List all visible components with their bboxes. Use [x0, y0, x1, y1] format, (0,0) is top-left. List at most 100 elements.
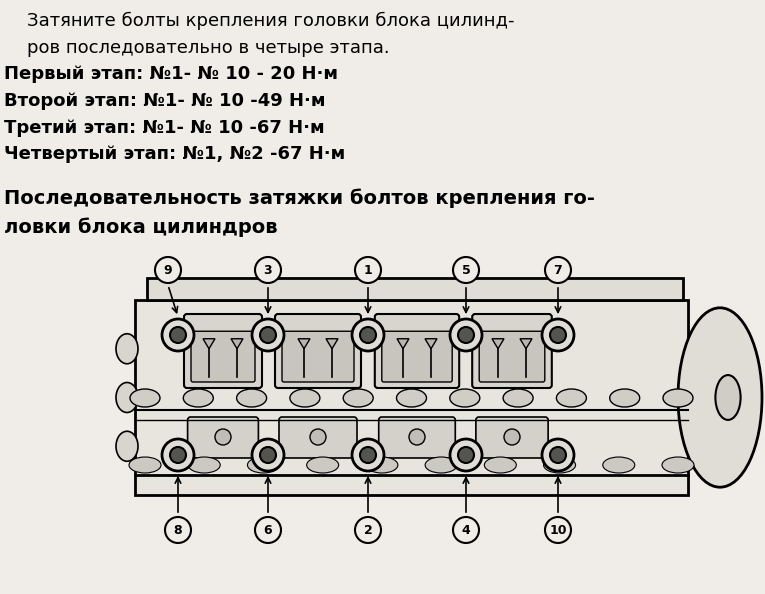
Circle shape	[355, 257, 381, 283]
FancyBboxPatch shape	[375, 314, 459, 388]
FancyBboxPatch shape	[187, 417, 259, 458]
Ellipse shape	[116, 431, 138, 462]
FancyBboxPatch shape	[275, 314, 361, 388]
Polygon shape	[397, 339, 409, 349]
Text: Четвертый этап: №1, №2 -67 Н·м: Четвертый этап: №1, №2 -67 Н·м	[4, 146, 345, 163]
Text: 7: 7	[554, 264, 562, 276]
FancyBboxPatch shape	[379, 417, 455, 458]
FancyBboxPatch shape	[476, 417, 548, 458]
Text: 10: 10	[549, 523, 567, 536]
FancyBboxPatch shape	[472, 314, 552, 388]
FancyBboxPatch shape	[479, 331, 545, 382]
Text: 2: 2	[363, 523, 373, 536]
Ellipse shape	[236, 389, 266, 407]
Circle shape	[458, 327, 474, 343]
Text: Первый этап: №1- № 10 - 20 Н·м: Первый этап: №1- № 10 - 20 Н·м	[4, 65, 338, 83]
Ellipse shape	[366, 457, 398, 473]
Circle shape	[162, 439, 194, 471]
Polygon shape	[492, 339, 504, 349]
Circle shape	[545, 517, 571, 543]
Ellipse shape	[715, 375, 741, 420]
Circle shape	[360, 327, 376, 343]
Polygon shape	[520, 339, 532, 349]
Text: 5: 5	[461, 264, 470, 276]
FancyBboxPatch shape	[282, 331, 354, 382]
Circle shape	[550, 327, 566, 343]
Ellipse shape	[484, 457, 516, 473]
Circle shape	[352, 439, 384, 471]
Circle shape	[450, 439, 482, 471]
Ellipse shape	[662, 457, 694, 473]
Circle shape	[355, 517, 381, 543]
Ellipse shape	[556, 389, 587, 407]
Text: 1: 1	[363, 264, 373, 276]
Circle shape	[170, 327, 186, 343]
Ellipse shape	[129, 457, 161, 473]
Ellipse shape	[450, 389, 480, 407]
Text: Последовательность затяжки болтов крепления го-: Последовательность затяжки болтов крепле…	[4, 188, 595, 208]
Bar	[147, 278, 683, 300]
Text: Затяните болты крепления головки блока цилинд-: Затяните болты крепления головки блока ц…	[4, 12, 515, 30]
Text: 3: 3	[264, 264, 272, 276]
Text: Второй этап: №1- № 10 -49 Н·м: Второй этап: №1- № 10 -49 Н·м	[4, 92, 325, 110]
Text: ловки блока цилиндров: ловки блока цилиндров	[4, 217, 278, 236]
Circle shape	[409, 429, 425, 445]
Bar	[135, 300, 688, 495]
Circle shape	[504, 429, 520, 445]
Ellipse shape	[678, 308, 762, 487]
Ellipse shape	[425, 457, 457, 473]
Text: 4: 4	[461, 523, 470, 536]
Circle shape	[260, 327, 276, 343]
Polygon shape	[298, 339, 310, 349]
Circle shape	[255, 517, 281, 543]
Ellipse shape	[116, 334, 138, 364]
Circle shape	[252, 319, 284, 351]
Text: 9: 9	[164, 264, 172, 276]
Ellipse shape	[247, 457, 279, 473]
Circle shape	[215, 429, 231, 445]
Text: 8: 8	[174, 523, 182, 536]
Ellipse shape	[130, 389, 160, 407]
Ellipse shape	[544, 457, 575, 473]
Circle shape	[458, 447, 474, 463]
Circle shape	[352, 319, 384, 351]
Circle shape	[542, 439, 574, 471]
Circle shape	[260, 447, 276, 463]
Circle shape	[542, 319, 574, 351]
FancyBboxPatch shape	[279, 417, 357, 458]
Ellipse shape	[503, 389, 533, 407]
Ellipse shape	[603, 457, 635, 473]
Circle shape	[450, 319, 482, 351]
Circle shape	[165, 517, 191, 543]
Ellipse shape	[184, 389, 213, 407]
Circle shape	[360, 447, 376, 463]
Circle shape	[170, 447, 186, 463]
Circle shape	[545, 257, 571, 283]
Ellipse shape	[188, 457, 220, 473]
Polygon shape	[231, 339, 243, 349]
FancyBboxPatch shape	[184, 314, 262, 388]
Circle shape	[550, 447, 566, 463]
Polygon shape	[326, 339, 338, 349]
Ellipse shape	[116, 383, 138, 412]
Text: 6: 6	[264, 523, 272, 536]
Circle shape	[453, 257, 479, 283]
Ellipse shape	[663, 389, 693, 407]
Circle shape	[453, 517, 479, 543]
Text: Третий этап: №1- № 10 -67 Н·м: Третий этап: №1- № 10 -67 Н·м	[4, 119, 324, 137]
Ellipse shape	[343, 389, 373, 407]
Polygon shape	[425, 339, 437, 349]
Circle shape	[310, 429, 326, 445]
Circle shape	[252, 439, 284, 471]
FancyBboxPatch shape	[382, 331, 452, 382]
Circle shape	[155, 257, 181, 283]
Text: ров последовательно в четыре этапа.: ров последовательно в четыре этапа.	[4, 39, 389, 56]
Ellipse shape	[396, 389, 427, 407]
Circle shape	[255, 257, 281, 283]
Ellipse shape	[290, 389, 320, 407]
Polygon shape	[203, 339, 215, 349]
Circle shape	[162, 319, 194, 351]
FancyBboxPatch shape	[191, 331, 255, 382]
Ellipse shape	[307, 457, 339, 473]
Ellipse shape	[610, 389, 640, 407]
